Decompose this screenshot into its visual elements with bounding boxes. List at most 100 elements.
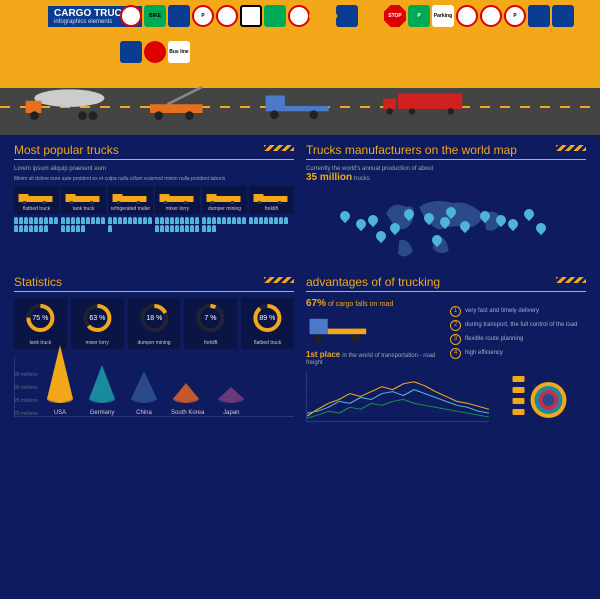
person-icon [76, 225, 80, 232]
road-sign-icon [288, 5, 310, 27]
person-icon [279, 217, 283, 224]
worldmap-number: 35 million [306, 172, 352, 183]
person-icon [207, 217, 211, 224]
person-icon [232, 217, 236, 224]
road-sign-icon [307, 0, 338, 31]
person-icon [227, 217, 231, 224]
people-column [202, 217, 247, 232]
person-icon [61, 225, 65, 232]
person-icon [66, 225, 70, 232]
person-icon [175, 225, 179, 232]
person-icon [207, 225, 211, 232]
person-icon [76, 217, 80, 224]
svg-text:7 %: 7 % [205, 315, 217, 322]
worldmap-panel: Trucks manufacturers on the world map Cu… [306, 143, 586, 267]
road-sign-icon [144, 41, 166, 63]
road-sign-icon [360, 5, 382, 27]
worldmap-title: Trucks manufacturers on the world map [306, 143, 586, 160]
road-sign-icon: P [192, 5, 214, 27]
person-icon [185, 225, 189, 232]
road-sign-icon [336, 5, 358, 27]
person-icon [71, 217, 75, 224]
person-icon [86, 217, 90, 224]
adv-place: 1st place in the world of transportation… [306, 350, 442, 366]
people-icons-grid [14, 217, 294, 232]
person-icon [264, 217, 268, 224]
popular-trucks-panel: Most popular trucks Lorem ipsum aliquip … [14, 143, 294, 267]
container-truck-icon [380, 85, 470, 120]
donut-chart: 18 %dumper mining [128, 298, 181, 349]
truck-type-card: flatbed truck [14, 186, 59, 214]
person-icon [274, 217, 278, 224]
advantage-text: flexible route planning [465, 336, 523, 342]
person-icon [71, 225, 75, 232]
person-icon [54, 217, 58, 224]
road-sign-icon [120, 5, 142, 27]
cone-row: USAGermanyChinaSouth KoreaJapan [14, 357, 294, 417]
truck-type-card: mixer lorry [155, 186, 200, 214]
road-sign-icon: P [408, 5, 430, 27]
person-icon [44, 225, 48, 232]
person-icon [128, 217, 132, 224]
person-icon [81, 217, 85, 224]
donut-chart: 75 %tank truck [14, 298, 67, 349]
donut-chart: 89 %flatbed truck [241, 298, 294, 349]
person-icon [29, 225, 33, 232]
person-icon [14, 225, 18, 232]
road-sign-icon [120, 41, 142, 63]
person-icon [24, 217, 28, 224]
road-sign-icon [216, 5, 238, 27]
person-icon [212, 225, 216, 232]
advantage-number: 4 [450, 348, 461, 359]
adv-highlight: 67% of cargo falls on road [306, 298, 442, 309]
svg-text:63 %: 63 % [89, 315, 105, 322]
advantage-item: 1very fast and timely delivery [450, 306, 586, 317]
road-sign-icon: Bus line [168, 41, 190, 63]
person-icon [202, 225, 206, 232]
person-icon [195, 225, 199, 232]
cone-bar: South Korea [171, 383, 204, 416]
person-icon [190, 217, 194, 224]
person-icon [217, 217, 221, 224]
cone-bar: USA [45, 345, 75, 416]
svg-text:75 %: 75 % [32, 315, 48, 322]
person-icon [49, 217, 53, 224]
person-icon [259, 217, 263, 224]
donut-charts-row: 75 %tank truck63 %mixer lorry18 %dumper … [14, 298, 294, 349]
person-icon [170, 225, 174, 232]
person-icon [14, 217, 18, 224]
person-icon [242, 217, 246, 224]
person-icon [34, 225, 38, 232]
people-column [108, 217, 153, 232]
hero-trucks [20, 85, 470, 120]
line-chart [306, 372, 489, 422]
target-donut-chart [495, 372, 586, 422]
person-icon [155, 225, 159, 232]
person-icon [81, 225, 85, 232]
advantage-item: 3flexible route planning [450, 334, 586, 345]
person-icon [148, 217, 152, 224]
road-sign-icon [528, 5, 550, 27]
person-icon [39, 217, 43, 224]
people-column [249, 217, 294, 232]
world-map [306, 187, 586, 267]
person-icon [249, 217, 253, 224]
person-icon [108, 225, 112, 232]
popular-title: Most popular trucks [14, 143, 294, 160]
person-icon [170, 217, 174, 224]
popular-desc2: Minim sit dolore irure aute proident ex … [14, 176, 294, 182]
person-icon [108, 217, 112, 224]
cone-chart: 20 millions25 millions30 millions35 mill… [14, 357, 294, 437]
person-icon [113, 217, 117, 224]
advantage-text: during transport, the full control of th… [465, 322, 577, 328]
advantages-list: 1very fast and timely delivery2during tr… [450, 303, 586, 362]
statistics-panel: Statistics 75 %tank truck63 %mixer lorry… [14, 275, 294, 437]
crane-truck-icon [140, 85, 230, 120]
tanker-truck-icon [20, 85, 110, 120]
person-icon [19, 217, 23, 224]
person-icon [44, 217, 48, 224]
road-sign-icon [480, 5, 502, 27]
people-column [61, 217, 106, 232]
person-icon [180, 217, 184, 224]
cone-bar: Germany [87, 365, 117, 416]
